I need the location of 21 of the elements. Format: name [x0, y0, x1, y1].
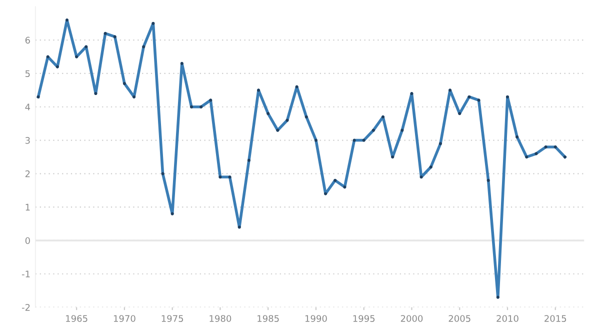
y-tick-label: 3	[25, 137, 30, 144]
x-tick-label: 2000	[400, 315, 423, 322]
y-tick-label: 5	[25, 70, 30, 78]
x-tick-label: 1970	[114, 315, 136, 322]
x-tick-label: 1995	[353, 315, 375, 322]
y-tick-label: 4	[25, 104, 30, 110]
x-tick-label: 1975	[162, 315, 184, 322]
y-tick-label: 1	[26, 204, 30, 211]
x-tick-label: 2010	[496, 315, 518, 322]
x-tick-label: 2005	[448, 315, 470, 322]
x-tick-label: 1980	[210, 315, 232, 322]
x-tick-label: 1985	[258, 315, 279, 322]
x-tick-label: 1965	[66, 315, 88, 322]
y-tick-label: 6	[25, 36, 30, 44]
y-tick-label: 0	[25, 237, 30, 244]
y-tick-label: -1	[22, 270, 30, 278]
line-series	[36, 18, 566, 299]
x-tick-label: 2015	[544, 315, 566, 322]
x-tick-label: 1990	[305, 315, 327, 322]
y-tick-label: -2	[22, 304, 30, 311]
y-tick-label: 2	[25, 170, 30, 178]
